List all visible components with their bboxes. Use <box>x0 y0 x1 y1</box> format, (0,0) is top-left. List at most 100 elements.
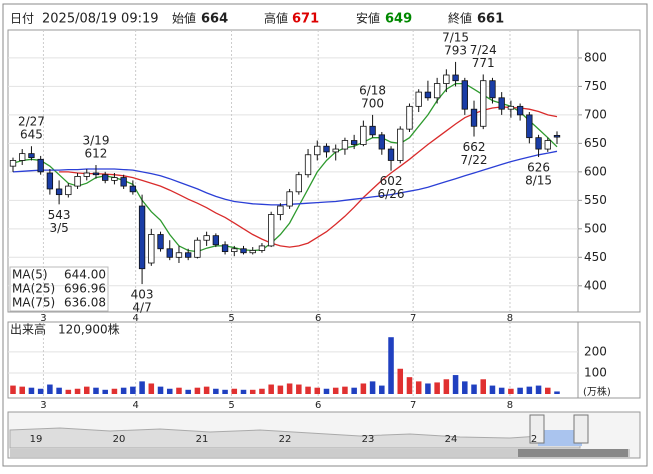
candle-body <box>360 125 367 145</box>
candle-body <box>194 239 201 258</box>
candle-body <box>332 148 339 153</box>
scrollbar[interactable] <box>10 449 630 457</box>
x-tick-label: 5 <box>228 400 234 411</box>
y-tick-label: 600 <box>584 164 607 178</box>
annotation-value: 700 <box>361 96 384 110</box>
scrollbar-thumb[interactable] <box>518 449 628 457</box>
price-panel <box>7 29 641 313</box>
y-tick-label: 450 <box>584 250 607 264</box>
candle-body <box>535 137 542 150</box>
x-tick-label: 7 <box>410 313 416 324</box>
volume-bar <box>489 385 496 394</box>
y-tick-label: 100 <box>584 365 607 379</box>
candle-body <box>314 145 321 156</box>
candle-body <box>378 134 385 150</box>
legend-value: 644.00 <box>64 268 106 282</box>
volume-current: 120,900株 <box>58 322 120 337</box>
candle-body <box>397 128 404 161</box>
candle-body <box>120 177 127 187</box>
volume-bar <box>397 368 404 394</box>
x-tick-label: 8 <box>507 313 513 324</box>
volume-bar <box>369 381 376 394</box>
navigator-handle[interactable] <box>529 414 545 444</box>
x-tick-label: 4 <box>132 400 138 411</box>
close: 661 <box>477 12 504 27</box>
candle-body <box>369 125 376 136</box>
volume-bar <box>203 386 210 394</box>
annotation-value: 771 <box>472 56 495 70</box>
navigator-label: 21 <box>196 434 209 445</box>
candle-body <box>516 105 524 116</box>
candle-body <box>277 205 284 215</box>
y-tick-label: 200 <box>584 344 607 358</box>
candle-body <box>461 80 468 110</box>
navigator-label: 23 <box>362 434 375 445</box>
volume-bar <box>323 388 330 394</box>
candle-body <box>28 153 35 159</box>
volume-bar <box>480 379 487 394</box>
annotation-date: 8/15 <box>525 174 552 188</box>
volume-bar <box>185 389 191 394</box>
volume-bar <box>157 386 164 394</box>
volume-bar <box>425 383 431 394</box>
candle-body <box>37 158 44 173</box>
volume-bar <box>471 384 477 394</box>
volume-bar <box>296 384 302 394</box>
volume-bar <box>148 383 155 394</box>
volume-bar <box>379 385 385 394</box>
navigator-label: 20 <box>113 434 126 445</box>
volume-bar <box>240 389 247 394</box>
candle-body <box>74 176 81 187</box>
ma-line <box>12 150 558 206</box>
annotation-value: 662 <box>463 140 486 154</box>
candle-body <box>9 160 17 167</box>
annotation-value: 612 <box>85 147 108 161</box>
navigator-handle[interactable] <box>573 414 589 444</box>
candle-body <box>443 74 450 84</box>
candle-body <box>424 91 432 99</box>
date-label: 日付 <box>10 12 34 26</box>
volume-bar <box>443 379 450 394</box>
candle-body <box>129 185 137 193</box>
volume-bar <box>406 377 413 394</box>
volume-bar <box>498 387 505 394</box>
annotation-value: 626 <box>527 161 550 175</box>
annotation-value: 403 <box>131 288 154 302</box>
candle-body <box>489 80 496 99</box>
navigator-label: 19 <box>30 434 43 445</box>
high-label: 高値 <box>264 11 288 26</box>
open: 664 <box>201 12 228 27</box>
volume-bar <box>332 387 339 394</box>
volume-bar <box>111 388 118 394</box>
y-tick-label: 750 <box>584 79 607 93</box>
volume-bar <box>231 388 238 394</box>
volume-bar <box>554 391 560 394</box>
candle-body <box>387 148 395 161</box>
volume-bar <box>249 389 256 394</box>
candle-body <box>175 252 183 258</box>
volume-bar <box>462 381 468 394</box>
volume-bar <box>277 385 284 394</box>
candle-body <box>498 97 505 110</box>
legend-value: 636.08 <box>64 296 106 310</box>
candle-body <box>111 177 118 181</box>
volume-bar <box>28 387 35 394</box>
candle-body <box>19 153 26 161</box>
y-tick-label: 700 <box>584 107 607 121</box>
navigator-window[interactable] <box>538 430 582 446</box>
candle-body <box>231 248 238 253</box>
annotation-date: 6/26 <box>378 187 405 201</box>
low: 649 <box>385 12 412 27</box>
candle-body <box>304 154 312 176</box>
candle-body <box>341 140 349 150</box>
volume-bar <box>176 387 182 394</box>
volume-bar <box>259 388 265 394</box>
volume-bar <box>351 387 357 394</box>
annotation-date: 6/18 <box>359 83 386 97</box>
volume-bar <box>102 389 108 394</box>
navigator-label: 2 <box>531 434 537 445</box>
candle-body <box>55 188 63 196</box>
volume-bar <box>526 386 533 394</box>
x-tick-label: 8 <box>507 400 513 411</box>
